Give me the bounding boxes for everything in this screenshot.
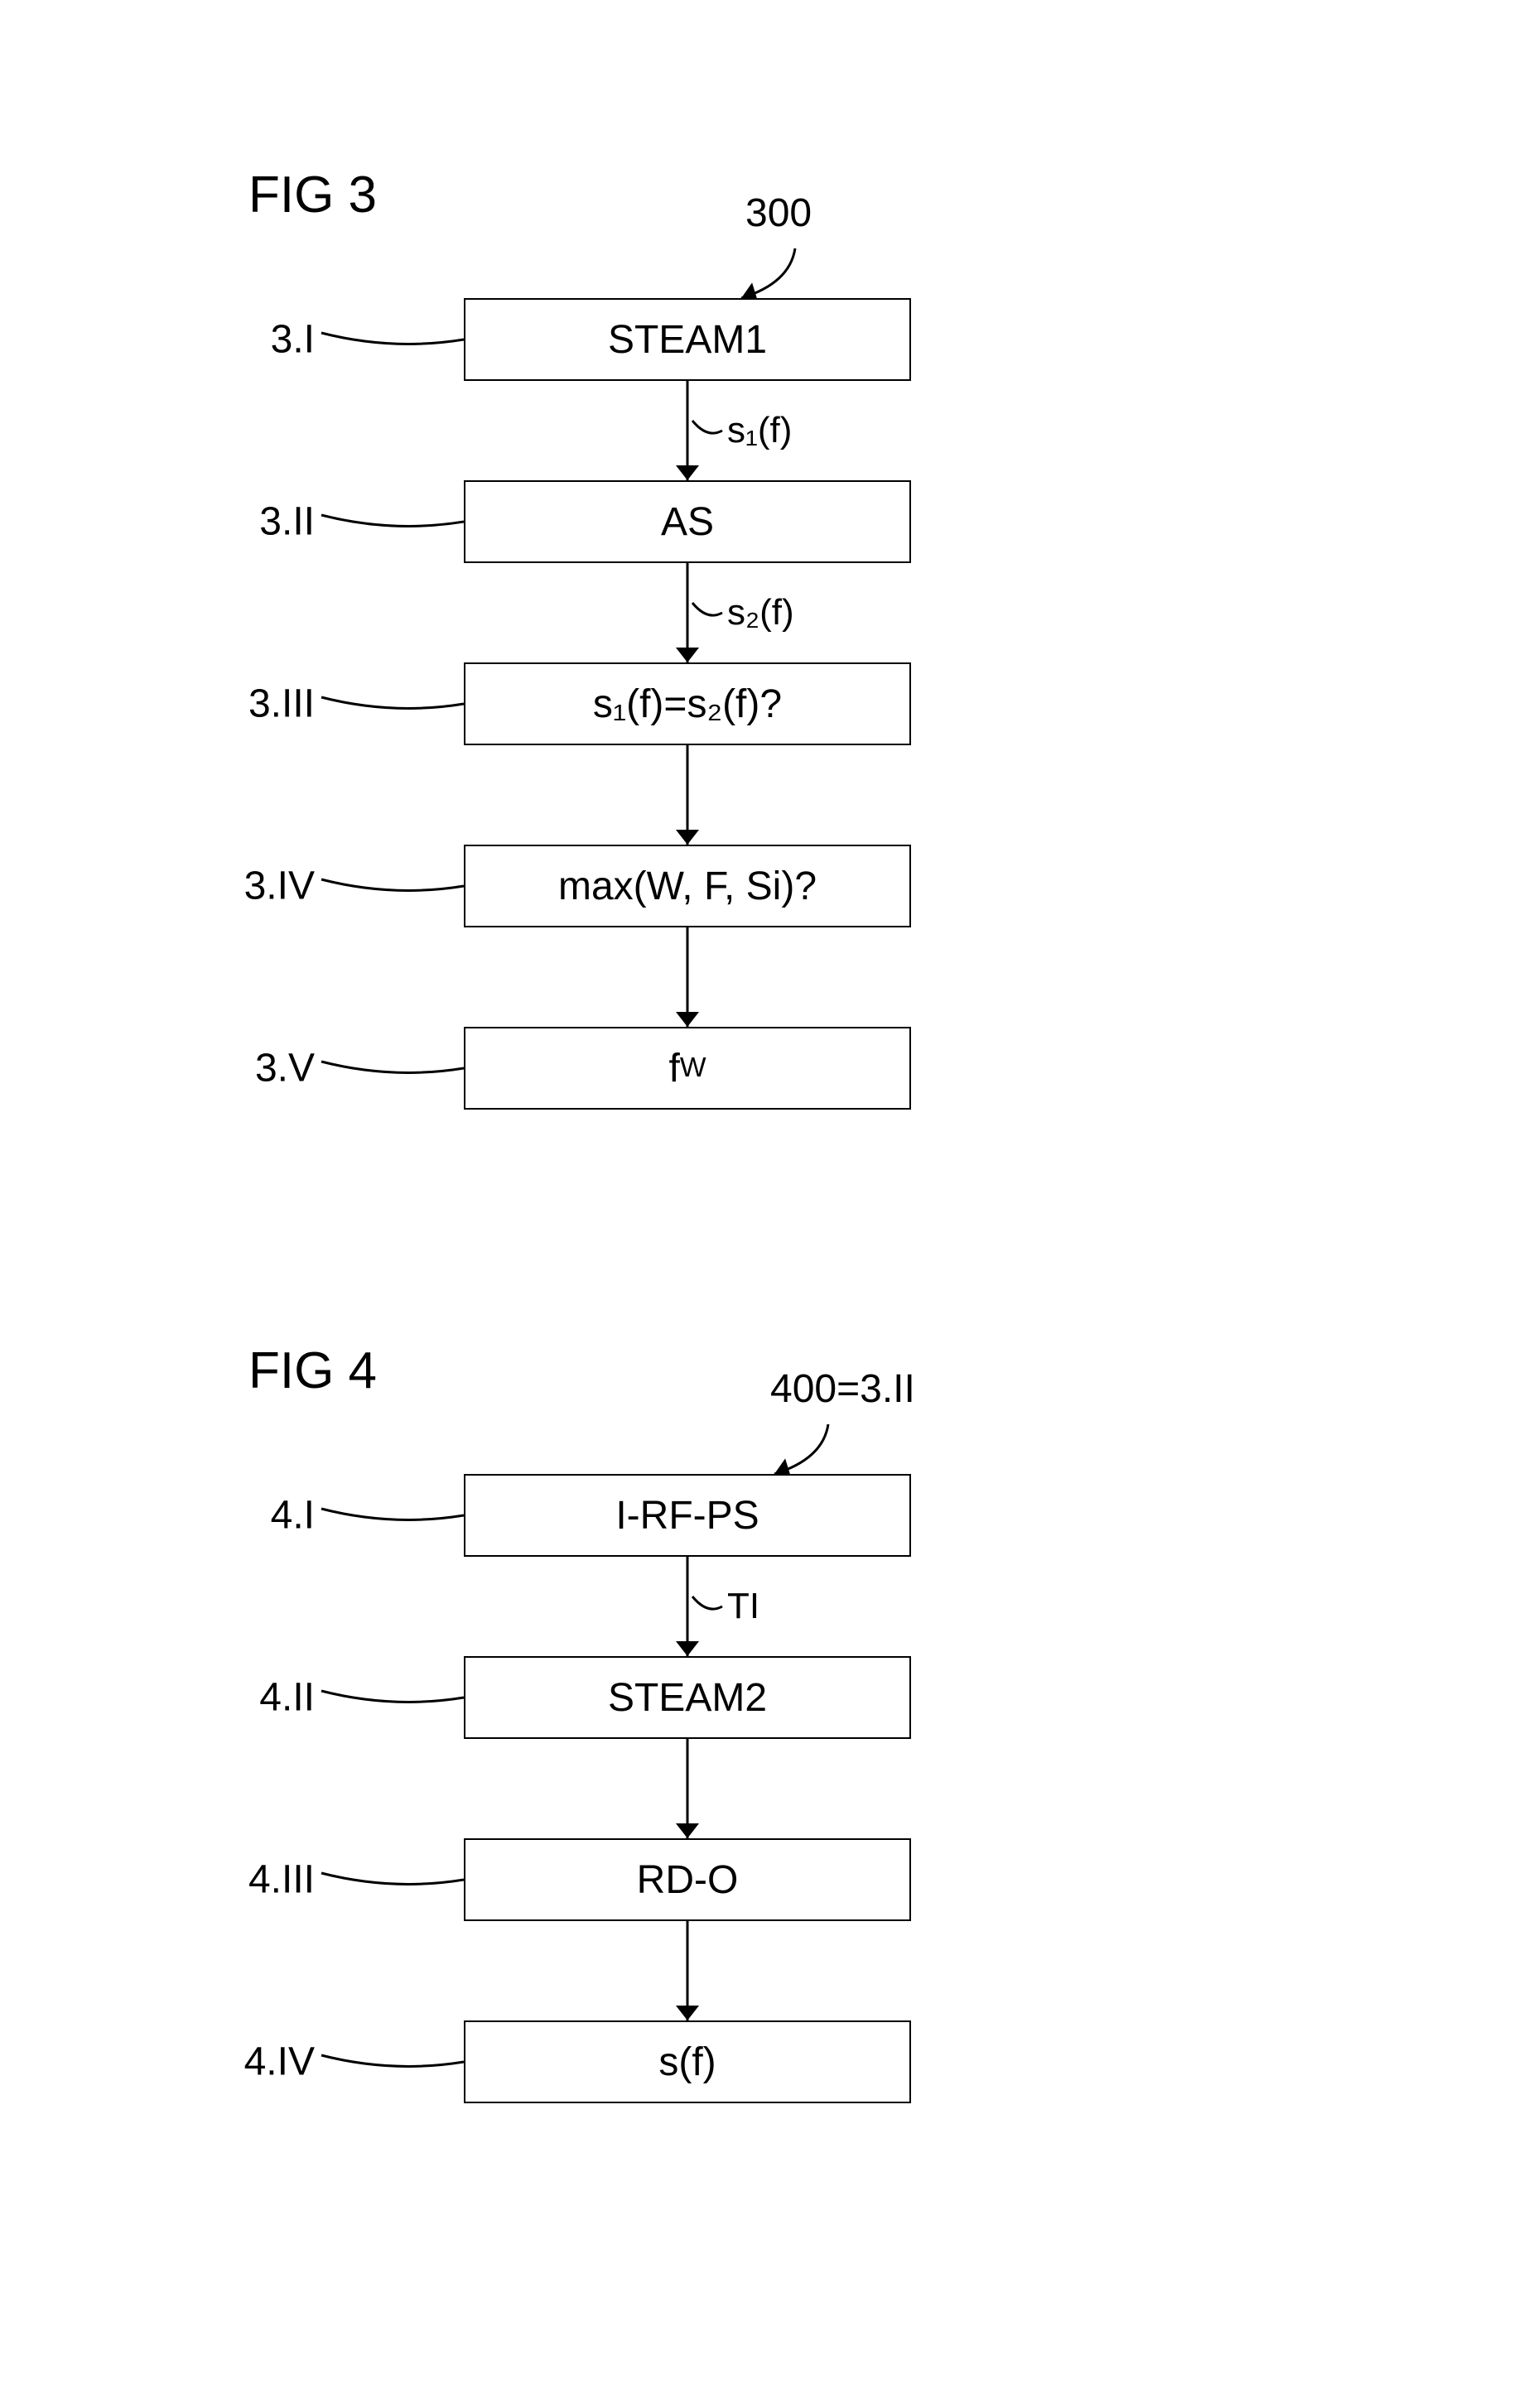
edge-label: s₂(f) [727, 592, 794, 633]
flow-node: RD-O [464, 1838, 911, 1921]
step-label: 3.V [255, 1046, 315, 1091]
flow-node: max(W, F, Si)? [464, 845, 911, 927]
step-label: 4.I [271, 1493, 315, 1539]
figure-number-label: 400=3.II [770, 1366, 915, 1412]
flow-node: STEAM1 [464, 298, 911, 381]
flow-node: s(f) [464, 2020, 911, 2103]
flow-node: AS [464, 480, 911, 563]
step-label: 3.IV [244, 864, 315, 909]
step-label: 3.I [271, 317, 315, 363]
flow-node: I-RF-PS [464, 1474, 911, 1557]
flow-node: STEAM2 [464, 1656, 911, 1739]
flow-node: s₁(f)=s₂(f)? [464, 662, 911, 745]
step-label: 4.III [248, 1857, 315, 1903]
flow-node: fW [464, 1027, 911, 1110]
step-label: 3.III [248, 681, 315, 727]
figure-title: FIG 4 [248, 1341, 377, 1400]
step-label: 4.II [259, 1675, 315, 1721]
figure-number-label: 300 [745, 190, 812, 236]
edge-label: TI [727, 1586, 759, 1627]
figure-title: FIG 3 [248, 166, 377, 224]
step-label: 4.IV [244, 2040, 315, 2085]
edge-label: s₁(f) [727, 410, 792, 451]
step-label: 3.II [259, 499, 315, 545]
